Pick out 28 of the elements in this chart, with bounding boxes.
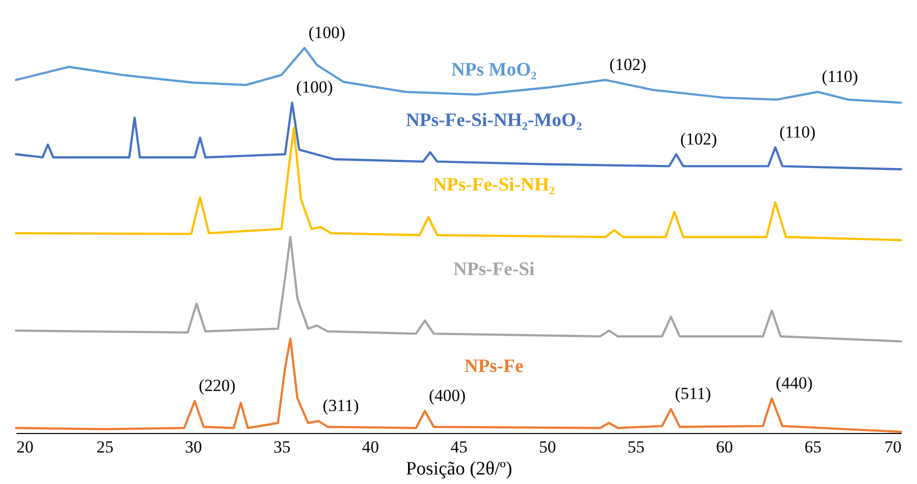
text: NPs-Fe-Si	[453, 258, 535, 280]
annotation: (102)	[609, 54, 646, 74]
annotation: (440)	[776, 373, 813, 392]
annotation: (511)	[674, 384, 712, 404]
x-tick-label: 20	[16, 438, 34, 456]
annotation: (110)	[822, 66, 858, 86]
series-label: NPs MoO₂	[451, 60, 537, 81]
annotation: (400)	[428, 386, 466, 406]
annotation: (110)	[779, 122, 816, 142]
x-tick-label: 60	[716, 438, 733, 456]
series-label: NPs-Fe-Si-NH₂-MoO₂	[406, 110, 582, 131]
annotation: (100)	[296, 78, 333, 97]
series-label: NPs-Fe-Si-NH₂	[433, 174, 556, 196]
annotation: (220)	[198, 376, 236, 396]
x-tick-label: 70	[884, 438, 902, 456]
x-tick-label: 50	[539, 438, 556, 456]
x-axis-title: Posição (2θ/º)	[406, 458, 512, 480]
annotation: (100)	[308, 23, 346, 42]
x-tick-label: 40	[362, 438, 379, 456]
x-tick-label: 35	[274, 438, 290, 456]
annotation: (102)	[680, 129, 718, 148]
x-tick-label: 65	[804, 438, 822, 456]
text: NPs-Fe	[464, 356, 524, 377]
x-tick-label: 55	[628, 438, 644, 456]
x-tick-label: 45	[450, 438, 468, 456]
x-tick-label: 25	[96, 438, 114, 456]
x-tick-label: 30	[185, 438, 202, 456]
annotation: (311)	[322, 396, 359, 416]
